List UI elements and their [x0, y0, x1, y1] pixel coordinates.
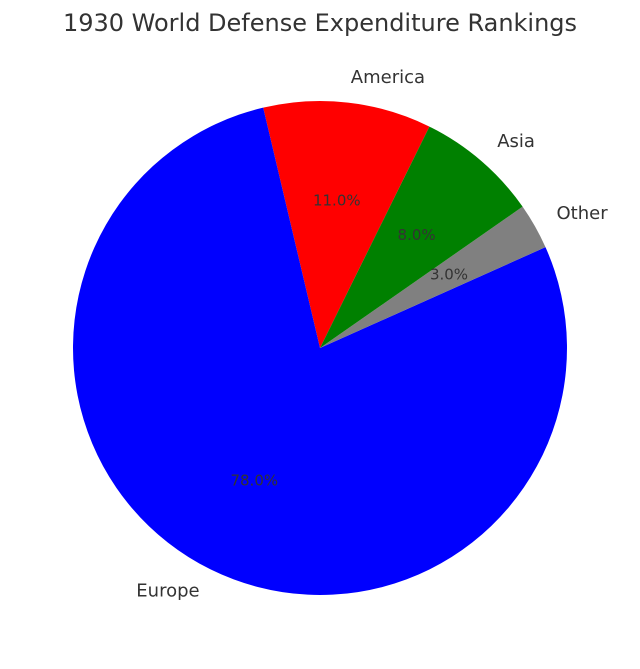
- slice-percent-asia: 8.0%: [398, 226, 436, 244]
- pie-labels: America 11.0% Europe 78.0% Other 3.0% Asia 8.0%: [136, 67, 608, 602]
- slice-label-asia: Asia: [497, 131, 535, 152]
- slice-percent-other: 3.0%: [430, 266, 468, 284]
- pie-slice-europe: [72, 107, 567, 595]
- slice-label-other: Other: [557, 203, 609, 224]
- slice-label-europe: Europe: [136, 581, 199, 602]
- pie-slice-asia: [320, 126, 523, 348]
- chart-title: 1930 World Defense Expenditure Rankings: [63, 9, 577, 37]
- pie-slices: [72, 100, 567, 595]
- slice-percent-europe: 78.0%: [230, 471, 278, 489]
- slice-percent-america: 11.0%: [313, 191, 361, 209]
- slice-label-america: America: [351, 67, 425, 88]
- pie-slice-other: [320, 206, 546, 348]
- pie-slice-america: [263, 100, 430, 348]
